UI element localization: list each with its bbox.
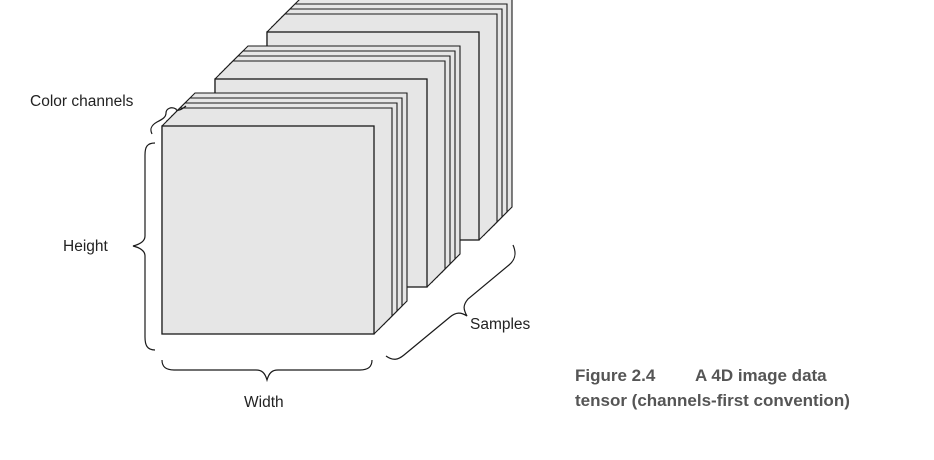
color-channels-brace — [150, 105, 187, 135]
caption-figure-number: Figure 2.4 — [575, 366, 656, 385]
height-label: Height — [63, 238, 108, 255]
width-label: Width — [244, 394, 284, 411]
sample-3-channel-4-plate-front — [161, 125, 375, 335]
figure-caption: Figure 2.4 A 4D image data — [575, 366, 827, 385]
caption-title-line2: tensor (channels-first convention) — [575, 391, 850, 410]
samples-brace — [385, 244, 516, 360]
caption-title-line1: A 4D image data — [695, 366, 827, 385]
sample-stacks — [161, 0, 513, 335]
samples-label: Samples — [470, 316, 531, 333]
width-brace — [161, 359, 373, 383]
color-channels-label: Color channels — [30, 93, 134, 110]
height-brace — [132, 142, 156, 351]
